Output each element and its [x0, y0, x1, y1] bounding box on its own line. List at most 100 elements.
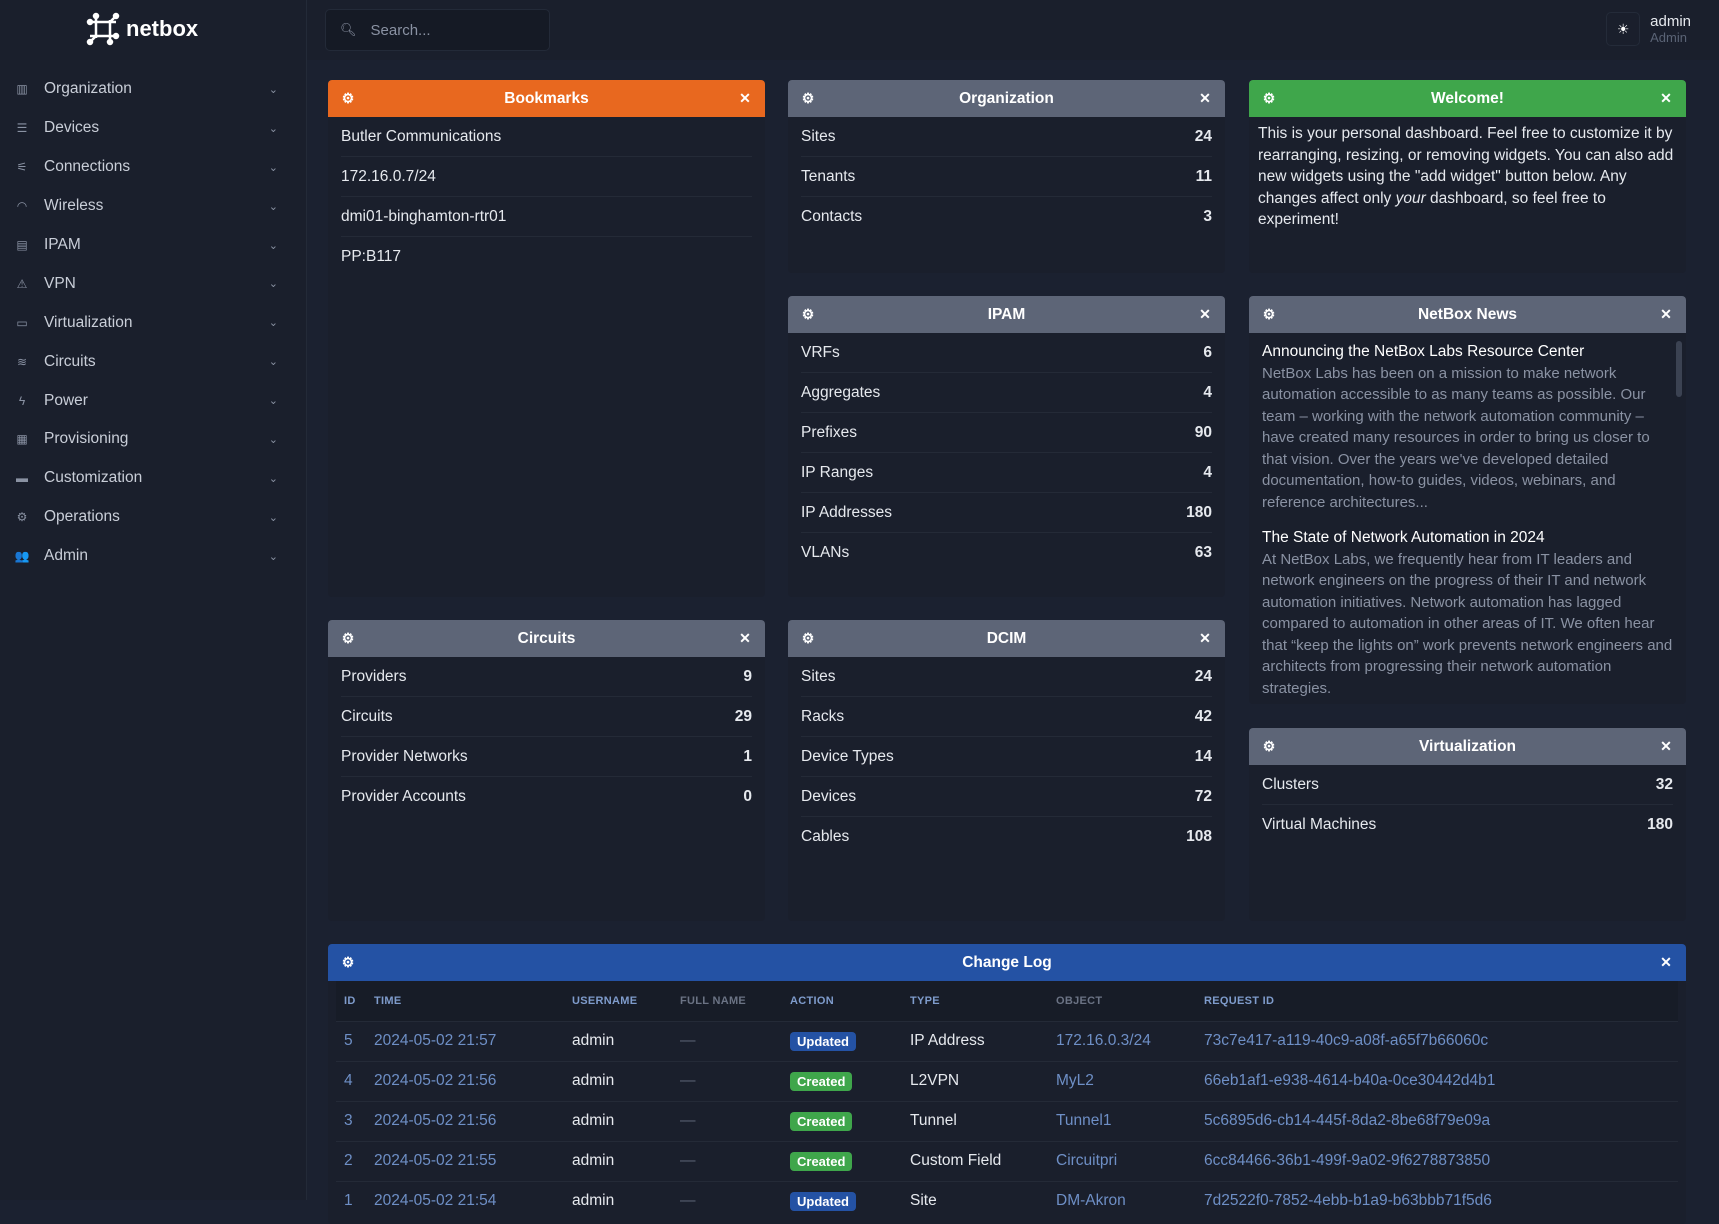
changelog-time-link[interactable]: 2024-05-02 21:54	[374, 1180, 572, 1221]
stat-label[interactable]: IP Addresses	[801, 503, 893, 521]
bookmark-link[interactable]: PP:B117	[341, 248, 402, 265]
changelog-request-id-link[interactable]: 73c7e417-a119-40c9-a08f-a65f7b66060c	[1204, 1020, 1678, 1061]
column-header-username[interactable]: USERNAME	[572, 981, 680, 1021]
sidebar-item-devices[interactable]: ☰ Devices ⌄	[0, 109, 290, 148]
changelog-time-link[interactable]: 2024-05-02 21:55	[374, 1140, 572, 1181]
gear-icon[interactable]: ⚙	[1262, 90, 1276, 106]
stat-row[interactable]: Sites 24	[801, 657, 1212, 697]
stat-label[interactable]: Contacts	[801, 208, 863, 225]
stat-row[interactable]: Virtual Machines 180	[1262, 805, 1673, 845]
stat-row[interactable]: VRFs 6	[801, 333, 1212, 373]
stat-row[interactable]: Tenants 11	[801, 157, 1212, 197]
stat-row[interactable]: Racks 42	[801, 697, 1212, 737]
close-icon[interactable]: ✕	[1660, 90, 1672, 106]
stat-label[interactable]: Providers	[341, 667, 407, 685]
changelog-id-link[interactable]: 1	[336, 1180, 374, 1221]
stat-row[interactable]: Aggregates 4	[801, 373, 1212, 413]
widget-header[interactable]: ⚙ Virtualization ✕	[1249, 728, 1686, 765]
stat-label[interactable]: VRFs	[801, 343, 840, 361]
widget-header[interactable]: ⚙ IPAM ✕	[788, 296, 1225, 333]
stat-row[interactable]: IP Ranges 4	[801, 453, 1212, 493]
sidebar-item-admin[interactable]: 👥 Admin ⌄	[0, 537, 290, 576]
changelog-time-link[interactable]: 2024-05-02 21:57	[374, 1020, 572, 1061]
column-header-id[interactable]: ID	[336, 981, 374, 1021]
stat-row[interactable]: Providers 9	[341, 657, 752, 697]
changelog-object-link[interactable]: 172.16.0.3/24	[1056, 1020, 1204, 1061]
stat-row[interactable]: Devices 72	[801, 777, 1212, 817]
stat-label[interactable]: Provider Networks	[341, 747, 468, 765]
close-icon[interactable]: ✕	[1660, 306, 1672, 322]
sidebar-item-vpn[interactable]: ⚠ VPN ⌄	[0, 264, 290, 303]
column-header-type[interactable]: TYPE	[910, 981, 1056, 1021]
sidebar-item-virtualization[interactable]: ▭ Virtualization ⌄	[0, 303, 290, 342]
changelog-id-link[interactable]: 2	[336, 1140, 374, 1181]
changelog-request-id-link[interactable]: 7d2522f0-7852-4ebb-b1a9-b63bbb71f5d6	[1204, 1180, 1678, 1221]
stat-row[interactable]: Provider Networks 1	[341, 737, 752, 777]
widget-header[interactable]: ⚙ Change Log ✕	[328, 944, 1686, 981]
changelog-time-link[interactable]: 2024-05-02 21:56	[374, 1100, 572, 1141]
gear-icon[interactable]: ⚙	[341, 90, 355, 106]
stat-label[interactable]: Device Types	[801, 747, 894, 765]
sidebar-item-organization[interactable]: ▥ Organization ⌄	[0, 70, 290, 109]
stat-row[interactable]: Provider Accounts 0	[341, 777, 752, 817]
column-header-object[interactable]: OBJECT	[1056, 981, 1204, 1021]
stat-label[interactable]: Circuits	[341, 707, 393, 725]
stat-row[interactable]: Contacts 3	[801, 197, 1212, 237]
stat-label[interactable]: Devices	[801, 787, 857, 805]
widget-header[interactable]: ⚙ Circuits ✕	[328, 620, 765, 657]
close-icon[interactable]: ✕	[1199, 630, 1211, 646]
changelog-object-link[interactable]: MyL2	[1056, 1060, 1204, 1101]
changelog-id-link[interactable]: 5	[336, 1020, 374, 1061]
column-header-request-id[interactable]: REQUEST ID	[1204, 981, 1678, 1021]
news-title[interactable]: Announcing the NetBox Labs Resource Cent…	[1262, 343, 1585, 360]
sidebar-item-power[interactable]: ϟ Power ⌄	[0, 381, 290, 420]
gear-icon[interactable]: ⚙	[341, 630, 355, 646]
widget-header[interactable]: ⚙ Organization ✕	[788, 80, 1225, 117]
gear-icon[interactable]: ⚙	[1262, 306, 1276, 322]
column-header-time[interactable]: TIME	[374, 981, 572, 1021]
stat-row[interactable]: VLANs 63	[801, 533, 1212, 573]
changelog-request-id-link[interactable]: 6cc84466-36b1-499f-9a02-9f6278873850	[1204, 1140, 1678, 1181]
stat-label[interactable]: Prefixes	[801, 423, 857, 441]
close-icon[interactable]: ✕	[1199, 90, 1211, 106]
sidebar-item-wireless[interactable]: ◠ Wireless ⌄	[0, 187, 290, 226]
sidebar-item-circuits[interactable]: ≋ Circuits ⌄	[0, 342, 290, 381]
widget-header[interactable]: ⚙ Welcome! ✕	[1249, 80, 1686, 117]
stat-label[interactable]: Cables	[801, 828, 850, 845]
user-menu[interactable]: ☀ admin Admin	[1606, 12, 1691, 46]
column-header-full-name[interactable]: FULL NAME	[680, 981, 790, 1021]
sidebar-item-operations[interactable]: ⚙ Operations ⌄	[0, 498, 290, 537]
changelog-object-link[interactable]: Tunnel1	[1056, 1100, 1204, 1141]
bookmark-link[interactable]: Butler Communications	[341, 127, 502, 145]
news-title[interactable]: The State of Network Automation in 2024	[1262, 529, 1545, 546]
changelog-request-id-link[interactable]: 5c6895d6-cb14-445f-8da2-8be68f79e09a	[1204, 1100, 1678, 1141]
close-icon[interactable]: ✕	[739, 630, 751, 646]
stat-label[interactable]: Racks	[801, 707, 845, 725]
changelog-request-id-link[interactable]: 66eb1af1-e938-4614-b40a-0ce30442d4b1	[1204, 1060, 1678, 1101]
widget-header[interactable]: ⚙ NetBox News ✕	[1249, 296, 1686, 333]
widget-header[interactable]: ⚙ DCIM ✕	[788, 620, 1225, 657]
theme-toggle-lightbulb-icon[interactable]: ☀	[1606, 12, 1641, 46]
stat-label[interactable]: IP Ranges	[801, 463, 874, 481]
scrollbar[interactable]	[1676, 341, 1682, 397]
stat-row[interactable]: Device Types 14	[801, 737, 1212, 777]
stat-row[interactable]: Cables 108	[801, 817, 1212, 857]
changelog-object-link[interactable]: DM-Akron	[1056, 1180, 1204, 1221]
sidebar-item-connections[interactable]: ⚟ Connections ⌄	[0, 148, 290, 187]
column-header-action[interactable]: ACTION	[790, 981, 910, 1021]
changelog-id-link[interactable]: 4	[336, 1060, 374, 1101]
close-icon[interactable]: ✕	[1660, 954, 1672, 970]
changelog-id-link[interactable]: 3	[336, 1100, 374, 1141]
close-icon[interactable]: ✕	[1199, 306, 1211, 322]
changelog-time-link[interactable]: 2024-05-02 21:56	[374, 1060, 572, 1101]
stat-row[interactable]: Sites 24	[801, 117, 1212, 157]
stat-row[interactable]: IP Addresses 180	[801, 493, 1212, 533]
sidebar-item-provisioning[interactable]: ▦ Provisioning ⌄	[0, 420, 290, 459]
gear-icon[interactable]: ⚙	[801, 630, 815, 646]
stat-label[interactable]: Sites	[801, 127, 836, 145]
close-icon[interactable]: ✕	[739, 90, 751, 106]
sidebar-item-ipam[interactable]: ▤ IPAM ⌄	[0, 226, 290, 265]
netbox-logo[interactable]: netbox	[86, 12, 198, 46]
gear-icon[interactable]: ⚙	[1262, 738, 1276, 754]
close-icon[interactable]: ✕	[1660, 738, 1672, 754]
